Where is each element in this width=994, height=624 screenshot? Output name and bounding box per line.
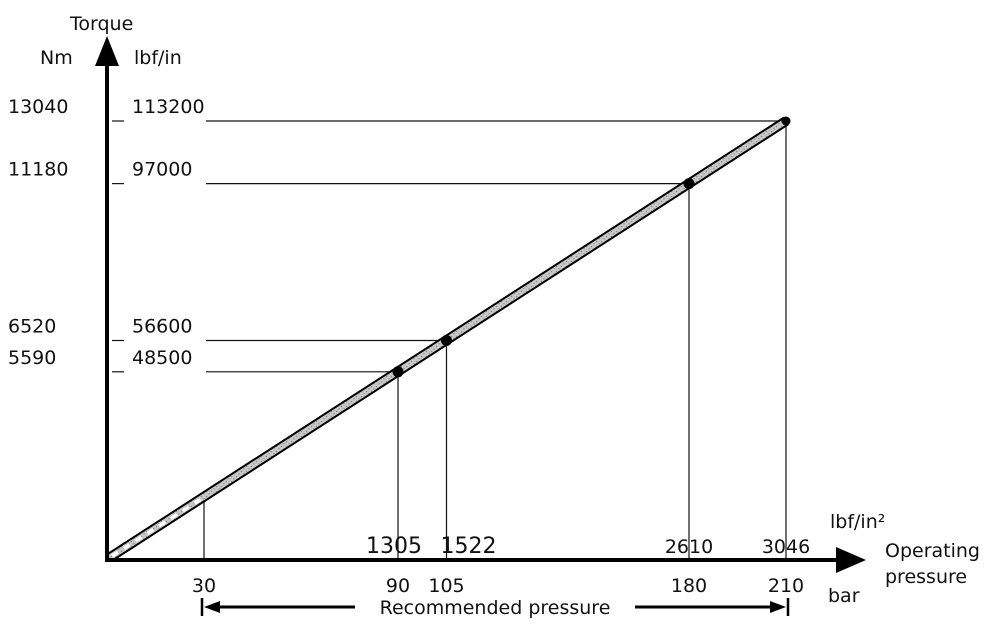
range-left-arrow-icon: [204, 601, 220, 613]
y-tick-label-lbfin: 48500: [132, 347, 192, 369]
x-unit-bar: bar: [828, 585, 860, 607]
y-tick-label-lbfin: 97000: [132, 159, 192, 181]
y-unit-lbfin: lbf/in: [134, 47, 182, 69]
torque-line-dashed-part: [111, 495, 205, 558]
data-point: [392, 366, 404, 378]
y-tick-label-nm: 11180: [8, 159, 68, 181]
x-axis-title-line2: pressure: [885, 566, 967, 588]
guide-lines: [112, 120, 787, 560]
recommended-range: [200, 598, 790, 616]
range-right-arrow-icon: [770, 601, 786, 613]
y-tick-label-lbfin: 113200: [132, 96, 205, 118]
tick-labels: 30 5590 48500 90 1305 6520 56600 105 1522 11180 97…: [8, 96, 810, 597]
x-tick-label-psi: 2610: [665, 536, 713, 558]
x-tick-label-bar: 180: [671, 575, 707, 597]
y-tick-label-nm: 6520: [8, 316, 56, 338]
x-tick-label-bar: 90: [386, 575, 410, 597]
y-tick-label-nm: 13040: [8, 96, 68, 118]
x-tick-label-bar: 30: [192, 575, 216, 597]
data-points: [392, 116, 791, 378]
y-axis-title: Torque: [69, 13, 133, 35]
x-unit-psi: lbf/in²: [830, 511, 885, 533]
x-tick-label-bar: 210: [768, 575, 804, 597]
y-tick-label-lbfin: 56600: [132, 316, 192, 338]
y-unit-nm: Nm: [40, 47, 73, 69]
y-tick-label-nm: 5590: [8, 347, 56, 369]
x-tick-label-bar: 105: [428, 575, 464, 597]
data-point: [683, 178, 695, 190]
recommended-range-label: Recommended pressure: [380, 597, 611, 619]
x-tick-label-psi: 3046: [762, 536, 810, 558]
x-axis-arrow-icon: [836, 547, 866, 573]
x-tick-label-psi: 1305: [366, 534, 422, 559]
x-axis-title-line1: Operating: [885, 540, 980, 562]
data-point: [441, 335, 452, 346]
x-tick-label-psi: 1522: [441, 534, 497, 559]
y-axis-arrow-icon: [95, 36, 119, 66]
data-point: [781, 116, 791, 126]
